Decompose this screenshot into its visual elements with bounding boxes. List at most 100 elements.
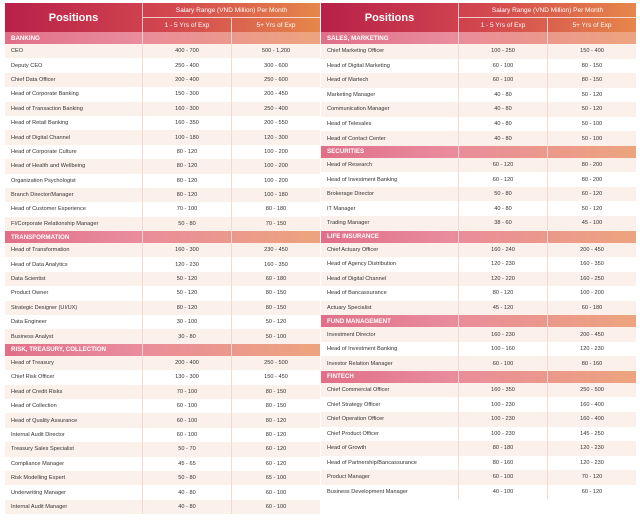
salary-5-plus-years: 60 - 120 (231, 456, 320, 471)
section-title: FUND MANAGEMENT (327, 317, 391, 325)
salary-5-plus-years: 250 - 500 (231, 355, 320, 371)
section-header: FINTECH (321, 370, 636, 383)
salary-1-5-years: 100 - 180 (142, 130, 231, 145)
salary-5-plus-years: 80 - 150 (547, 73, 636, 88)
table-row: Internal Audit Manager 40 - 80 60 - 100 (5, 499, 320, 515)
position-title: Head of Growth (327, 445, 367, 452)
section-title: BANKING (11, 34, 40, 42)
position-title: Chief Commercial Officer (327, 387, 390, 394)
salary-1-5-years: 60 - 100 (458, 73, 547, 88)
position-title: Underwriting Manager (11, 489, 67, 496)
position-title: Actuary Specialist (327, 305, 372, 312)
salary-5-plus-years: 120 - 230 (547, 341, 636, 357)
section-rows: Chief Commercial Officer 160 - 350 250 - 5… (321, 382, 636, 500)
salary-5-plus-years: 160 - 350 (547, 257, 636, 272)
salary-1-5-years: 100 - 160 (458, 341, 547, 357)
salary-5-plus-years: 250 - 600 (231, 72, 320, 88)
section-title: FINTECH (327, 373, 354, 381)
col-1-5-years-label: 1 - 5 Yrs of Exp (142, 18, 231, 32)
table-row: Head of Corporate Banking 150 - 300 200 - … (5, 87, 320, 102)
salary-5-plus-years: 300 - 600 (231, 58, 320, 73)
position-title: Chief Operation Officer (327, 416, 385, 423)
salary-1-5-years: 60 - 100 (142, 427, 231, 443)
left-table-body: BANKING CEO 400 - 700 500 - 1,200 Deputy CEO… (5, 32, 320, 515)
salary-5-plus-years: 150 - 400 (547, 44, 636, 59)
salary-1-5-years: 60 - 120 (458, 157, 547, 173)
salary-1-5-years: 60 - 100 (458, 356, 547, 371)
position-title: Internal Audit Manager (11, 503, 68, 510)
salary-5-plus-years: 50 - 100 (547, 116, 636, 132)
salary-1-5-years: 30 - 100 (142, 315, 231, 330)
position-title: Risk Modelling Expert (11, 475, 66, 482)
salary-1-5-years: 100 - 230 (458, 397, 547, 413)
salary-5-plus-years: 50 - 120 (547, 201, 636, 217)
salary-5-plus-years: 50 - 100 (231, 329, 320, 344)
position-title: Head of Digital Marketing (327, 62, 390, 69)
position-title: Head of Health and Wellbeing (11, 163, 86, 170)
section-rows: Head of Research 60 - 120 80 - 200 Head of … (321, 157, 636, 231)
section-title: SECURITIES (327, 148, 365, 156)
positions-header: Positions (364, 11, 415, 24)
table-row: Head of Customer Experience 70 - 100 80 - … (5, 202, 320, 217)
salary-5-plus-years: 60 - 180 (547, 300, 636, 316)
salary-5-plus-years: 150 - 450 (231, 370, 320, 385)
table-row: Marketing Manager 40 - 80 50 - 120 (321, 87, 636, 103)
table-row: Chief Product Officer 100 - 230 145 - 250 (321, 426, 636, 442)
section-title: RISK, TREASURY, COLLECTION (11, 346, 106, 354)
position-title: Investment Director (327, 331, 376, 338)
salary-1-5-years: 50 - 80 (142, 470, 231, 486)
salary-5-plus-years: 250 - 400 (231, 101, 320, 116)
position-title: Head of Contact Center (327, 135, 386, 142)
salary-5-plus-years: 80 - 150 (231, 286, 320, 301)
salary-5-plus-years: 120 - 300 (231, 130, 320, 145)
position-title: Organization Psychologist (11, 177, 76, 184)
salary-1-5-years: 50 - 80 (458, 186, 547, 202)
salary-1-5-years: 120 - 230 (458, 257, 547, 272)
table-row: Head of Digital Channel 100 - 180 120 - 30… (5, 130, 320, 145)
right-salary-table: Positions Salary Range (VND Million) Per… (321, 3, 636, 500)
table-row: Product Manager 60 - 100 70 - 120 (321, 470, 636, 485)
position-title: Business Development Manager (327, 489, 408, 496)
salary-1-5-years: 160 - 300 (142, 243, 231, 258)
table-row: Actuary Specialist 45 - 120 60 - 180 (321, 300, 636, 316)
salary-1-5-years: 60 - 100 (458, 470, 547, 485)
position-title: Head of Treasury (11, 360, 54, 366)
salary-5-plus-years: 80 - 160 (547, 356, 636, 371)
salary-1-5-years: 60 - 100 (142, 398, 231, 414)
salary-1-5-years: 150 - 300 (142, 87, 231, 102)
col-5-plus-years-label: 5+ Yrs of Exp (547, 18, 636, 32)
position-title: Head of Digital Channel (11, 134, 71, 141)
position-title: Deputy CEO (11, 62, 43, 69)
table-row: Treasury Sales Specialist 50 - 70 60 - 120 (5, 442, 320, 457)
salary-1-5-years: 50 - 120 (142, 286, 231, 301)
salary-5-plus-years: 65 - 100 (231, 470, 320, 486)
position-title: IT Manager (327, 205, 356, 212)
salary-5-plus-years: 45 - 100 (547, 216, 636, 231)
salary-5-plus-years: 60 - 100 (231, 499, 320, 515)
salary-5-plus-years: 80 - 200 (547, 157, 636, 173)
table-row: Head of Agency Distribution 120 - 230 160 … (321, 257, 636, 272)
salary-1-5-years: 200 - 400 (142, 72, 231, 88)
salary-5-plus-years: 80 - 150 (547, 58, 636, 74)
salary-5-plus-years: 50 - 100 (547, 131, 636, 146)
position-title: Head of Research (327, 162, 373, 169)
table-row: Head of Bancassurance 80 - 120 100 - 200 (321, 286, 636, 301)
section-header: FUND MANAGEMENT (321, 315, 636, 328)
salary-1-5-years: 100 - 250 (458, 44, 547, 59)
position-title: Chief Risk Officer (11, 374, 55, 381)
section-title: LIFE INSURANCE (327, 233, 379, 241)
section-header: RISK, TREASURY, COLLECTION (5, 343, 320, 356)
position-title: Branch Director/Manager (11, 192, 74, 199)
salary-1-5-years: 130 - 300 (142, 370, 231, 385)
position-title: Head of Martech (327, 77, 369, 84)
salary-5-plus-years: 50 - 120 (231, 315, 320, 330)
position-title: Data Engineer (11, 319, 47, 326)
salary-1-5-years: 160 - 350 (458, 382, 547, 398)
position-title: Chief Product Officer (327, 430, 379, 437)
position-title: Internal Audit Director (11, 431, 65, 438)
section-rows: CEO 400 - 700 500 - 1,200 Deputy CEO 250 - 4… (5, 44, 320, 232)
salary-5-plus-years: 100 - 200 (547, 286, 636, 301)
salary-1-5-years: 80 - 120 (142, 187, 231, 203)
salary-1-5-years: 40 - 80 (458, 201, 547, 217)
salary-1-5-years: 50 - 70 (142, 442, 231, 457)
